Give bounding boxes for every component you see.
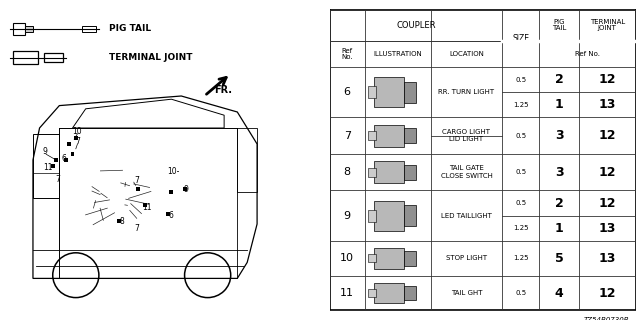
Text: 7: 7 [134, 176, 140, 185]
Text: LOCATION: LOCATION [449, 51, 484, 57]
Text: 12: 12 [598, 166, 616, 179]
Text: 12: 12 [598, 286, 616, 300]
Text: PIG
TAIL: PIG TAIL [552, 19, 566, 31]
Bar [64, 158, 68, 162]
Text: TAIL GATE
CLOSE SWITCH: TAIL GATE CLOSE SWITCH [440, 165, 492, 179]
Bar [83, 26, 95, 32]
Text: 12: 12 [598, 73, 616, 86]
Text: 7: 7 [55, 175, 60, 184]
Text: 0.5: 0.5 [515, 290, 526, 296]
Bar [368, 254, 376, 262]
Text: CARGO LIGHT
LID LIGHT: CARGO LIGHT LID LIGHT [442, 129, 490, 142]
Text: 10: 10 [73, 127, 83, 136]
Text: PIG TAIL: PIG TAIL [109, 24, 151, 33]
Bar [368, 131, 376, 140]
Text: 4: 4 [555, 286, 563, 300]
Text: 1: 1 [555, 98, 563, 111]
Bar [143, 203, 147, 207]
Text: 5: 5 [555, 252, 563, 265]
Bar [170, 190, 173, 194]
Text: STOP LIGHT: STOP LIGHT [446, 255, 487, 261]
Text: 0.5: 0.5 [515, 133, 526, 139]
Bar [374, 201, 404, 231]
Text: Ref No.: Ref No. [575, 51, 600, 57]
Text: 11: 11 [43, 163, 52, 172]
Text: ILLUSTRATION: ILLUSTRATION [373, 51, 422, 57]
Bar [404, 251, 416, 266]
Text: 1.25: 1.25 [513, 102, 529, 108]
Text: FR.: FR. [214, 84, 232, 95]
Bar [25, 26, 33, 32]
Text: COUPLER: COUPLER [396, 21, 436, 30]
Text: 0.5: 0.5 [515, 200, 526, 206]
Text: 1: 1 [555, 222, 563, 235]
Bar [45, 53, 63, 62]
Text: 9: 9 [42, 148, 47, 156]
Bar [374, 161, 404, 183]
Bar [116, 219, 120, 223]
Text: 10-: 10- [167, 167, 179, 176]
Text: TERMINAL JOINT: TERMINAL JOINT [109, 53, 192, 62]
Bar [54, 158, 58, 162]
Bar [182, 187, 186, 191]
Text: 11: 11 [340, 288, 354, 298]
Text: 2: 2 [555, 73, 563, 86]
Text: 6: 6 [344, 87, 351, 97]
Bar [51, 164, 54, 168]
Bar [404, 128, 416, 143]
Text: 11: 11 [142, 204, 152, 212]
Bar [67, 142, 71, 146]
Text: 9: 9 [184, 185, 189, 194]
Text: 0.5: 0.5 [515, 76, 526, 83]
Text: 12: 12 [598, 196, 616, 210]
Text: 9: 9 [344, 211, 351, 220]
Bar [368, 168, 376, 177]
Text: RR. TURN LIGHT: RR. TURN LIGHT [438, 89, 495, 95]
Text: 13: 13 [598, 252, 616, 265]
Text: 7: 7 [344, 131, 351, 141]
Text: TZ54B0730B: TZ54B0730B [584, 317, 629, 320]
Text: 7: 7 [75, 137, 80, 146]
Bar [404, 205, 416, 226]
Bar [136, 187, 140, 191]
Text: TERMINAL
JOINT: TERMINAL JOINT [589, 19, 625, 31]
Bar [368, 210, 376, 222]
Bar [374, 125, 404, 147]
Bar [74, 136, 78, 140]
Bar [368, 289, 376, 297]
Text: 13: 13 [598, 222, 616, 235]
Text: 7: 7 [134, 224, 140, 233]
Text: 1.25: 1.25 [513, 255, 529, 261]
Bar [13, 23, 25, 35]
Text: 6: 6 [169, 212, 174, 220]
Bar [70, 152, 74, 156]
Bar [374, 248, 404, 269]
Bar [166, 212, 170, 216]
Text: 8: 8 [344, 167, 351, 177]
Text: 0.5: 0.5 [515, 169, 526, 175]
Text: 10: 10 [340, 253, 354, 263]
Bar [13, 51, 38, 64]
Text: 2: 2 [555, 196, 563, 210]
Text: 3: 3 [555, 129, 563, 142]
Bar [368, 86, 376, 98]
Text: LED TAILLIGHT: LED TAILLIGHT [441, 212, 492, 219]
Text: SIZE: SIZE [512, 34, 529, 43]
Text: TAIL GHT: TAIL GHT [451, 290, 483, 296]
Text: Ref
No.: Ref No. [341, 48, 353, 60]
Bar [404, 164, 416, 180]
Bar [237, 128, 257, 192]
Bar [404, 286, 416, 300]
Bar [33, 134, 60, 198]
Text: 8: 8 [120, 217, 124, 226]
Bar [374, 77, 404, 107]
Text: 12: 12 [598, 129, 616, 142]
Bar [404, 82, 416, 103]
Text: 6: 6 [62, 154, 67, 163]
Text: 13: 13 [598, 98, 616, 111]
Text: 1.25: 1.25 [513, 225, 529, 231]
Text: 3: 3 [555, 166, 563, 179]
Bar [374, 283, 404, 303]
